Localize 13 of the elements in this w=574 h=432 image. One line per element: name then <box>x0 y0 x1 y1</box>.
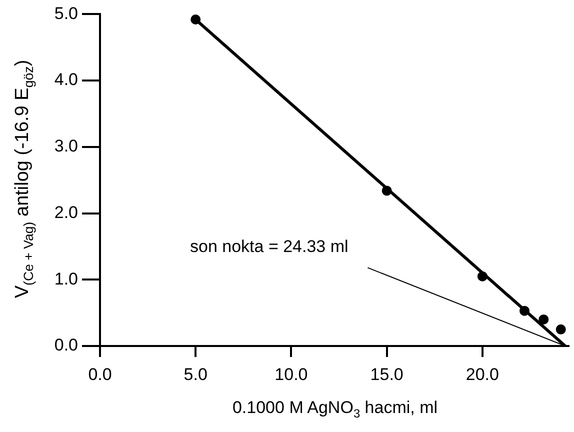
x-tick-label: 0.0 <box>88 364 112 384</box>
y-tick-label: 1.0 <box>54 269 78 288</box>
x-tick-label: 15.0 <box>370 364 404 384</box>
y-tick-label: 0.0 <box>54 336 78 355</box>
y-tick-label: 3.0 <box>54 136 78 156</box>
x-tick-label: 10.0 <box>274 364 308 384</box>
x-tick-label: 5.0 <box>184 364 208 384</box>
y-tick-label: 2.0 <box>54 202 78 222</box>
x-tick-label: 20.0 <box>466 364 499 384</box>
annotation: son nokta = 24.33 ml <box>190 237 348 256</box>
y-tick-label: 5.0 <box>54 4 78 23</box>
y-tick-label: 4.0 <box>54 70 78 90</box>
x-axis-title: 0.1000 M AgNO$_{3}$ hacmi, ml <box>231 398 439 420</box>
